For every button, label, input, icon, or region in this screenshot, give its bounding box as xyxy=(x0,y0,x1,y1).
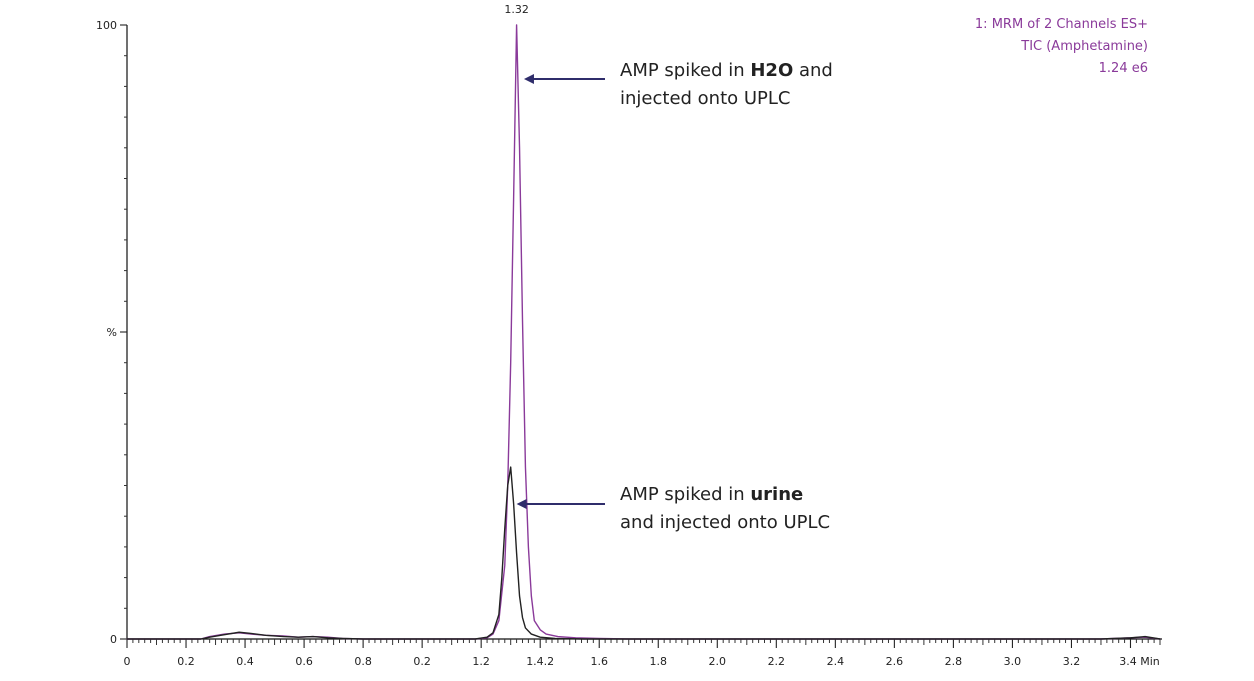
x-tick-label: 0 xyxy=(124,655,131,668)
annotation-2-line-1: AMP spiked in urine xyxy=(620,484,803,505)
x-tick-label: 1.8 xyxy=(650,655,668,668)
series-line-2 xyxy=(126,466,1161,640)
annotation-text-segment: injected onto UPLC xyxy=(620,88,791,109)
x-tick-label: 0.6 xyxy=(295,655,313,668)
annotation-text-segment: and xyxy=(793,60,833,81)
annotation-text-segment: AMP spiked in xyxy=(620,484,750,505)
annotation-bold-text: H2O xyxy=(750,60,793,81)
x-tick-label: 3.0 xyxy=(1004,655,1022,668)
x-tick-label: 0.8 xyxy=(354,655,372,668)
annotation-text-segment: AMP spiked in xyxy=(620,60,750,81)
x-tick-label: 1.2 xyxy=(472,655,490,668)
x-tick-label: 0.2 xyxy=(177,655,195,668)
x-tick-label: 3.2 xyxy=(1063,655,1081,668)
peak-label: 1.32 xyxy=(504,3,529,16)
y-tick-label: 100 xyxy=(96,19,117,32)
x-tick-label: 0.2 xyxy=(413,655,431,668)
series-line-1 xyxy=(126,24,1161,640)
x-tick-label: 0.4 xyxy=(236,655,254,668)
y-tick-label: % xyxy=(107,326,117,339)
legend-line-3: 1.24 e6 xyxy=(1099,61,1148,76)
annotation-text-segment: and injected onto UPLC xyxy=(620,512,830,533)
x-tick-label: 2.8 xyxy=(945,655,963,668)
x-tick-label: 1.6 xyxy=(590,655,608,668)
annotation-1-arrowhead xyxy=(523,74,534,84)
x-tick-label: 2.6 xyxy=(886,655,904,668)
legend-line-2: TIC (Amphetamine) xyxy=(1020,39,1148,54)
x-tick-label: 2.2 xyxy=(768,655,786,668)
x-tick-label: 3.4 Min xyxy=(1119,655,1160,668)
x-tick-label: 2.0 xyxy=(709,655,727,668)
legend-line-1: 1: MRM of 2 Channels ES+ xyxy=(975,17,1148,32)
annotation-2-line-2: and injected onto UPLC xyxy=(620,512,830,533)
annotation-1-line-2: injected onto UPLC xyxy=(620,88,791,109)
annotation-2-arrowhead xyxy=(516,499,527,509)
annotation-1-line-1: AMP spiked in H2O and xyxy=(620,60,833,81)
x-tick-label: 1.4.2 xyxy=(526,655,554,668)
y-tick-label: 0 xyxy=(110,633,117,646)
annotation-bold-text: urine xyxy=(750,484,803,505)
x-tick-label: 2.4 xyxy=(827,655,845,668)
